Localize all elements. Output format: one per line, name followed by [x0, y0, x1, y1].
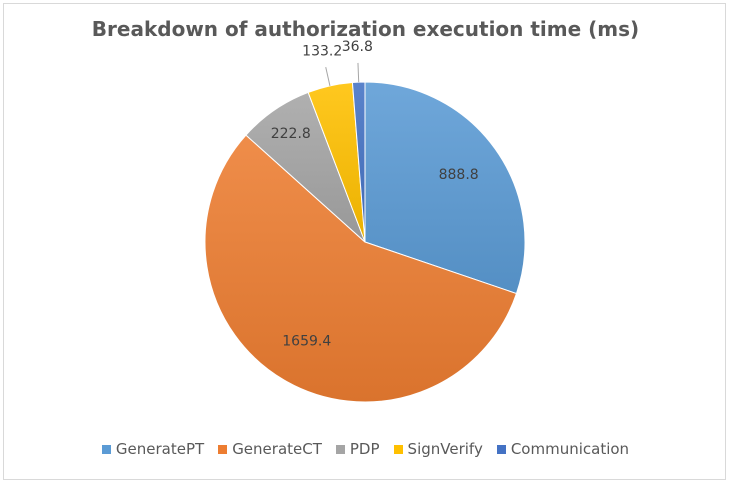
legend-item-communication: Communication	[496, 440, 630, 458]
legend-swatch	[335, 444, 345, 454]
legend-label: PDP	[349, 440, 380, 458]
data-label-generatect: 1659.4	[282, 333, 331, 349]
legend-swatch	[496, 444, 506, 454]
legend-item-generatept: GeneratePT	[101, 440, 205, 458]
legend-item-generatect: GenerateCT	[218, 440, 322, 458]
leader-line-communication	[357, 62, 360, 83]
legend: GeneratePT GenerateCT PDP SignVerify Communi…	[0, 440, 731, 458]
legend-label: GenerateCT	[232, 440, 322, 458]
data-label-communication: 36.8	[342, 39, 373, 55]
leader-line-signverify	[325, 67, 331, 86]
legend-swatch	[101, 444, 111, 454]
pie-slice-generatept	[364, 81, 526, 295]
legend-label: GeneratePT	[115, 440, 205, 458]
data-label-generatept: 888.8	[439, 167, 479, 183]
legend-label: SignVerify	[407, 440, 483, 458]
legend-item-pdp: PDP	[335, 440, 380, 458]
legend-item-signverify: SignVerify	[393, 440, 483, 458]
legend-label: Communication	[510, 440, 630, 458]
data-label-pdp: 222.8	[271, 126, 311, 142]
pie-slice-generatect	[204, 134, 518, 403]
chart-title: Breakdown of authorization execution tim…	[91, 17, 640, 41]
legend-swatch	[393, 444, 403, 454]
data-label-signverify: 133.2	[302, 44, 342, 60]
legend-swatch	[218, 444, 228, 454]
